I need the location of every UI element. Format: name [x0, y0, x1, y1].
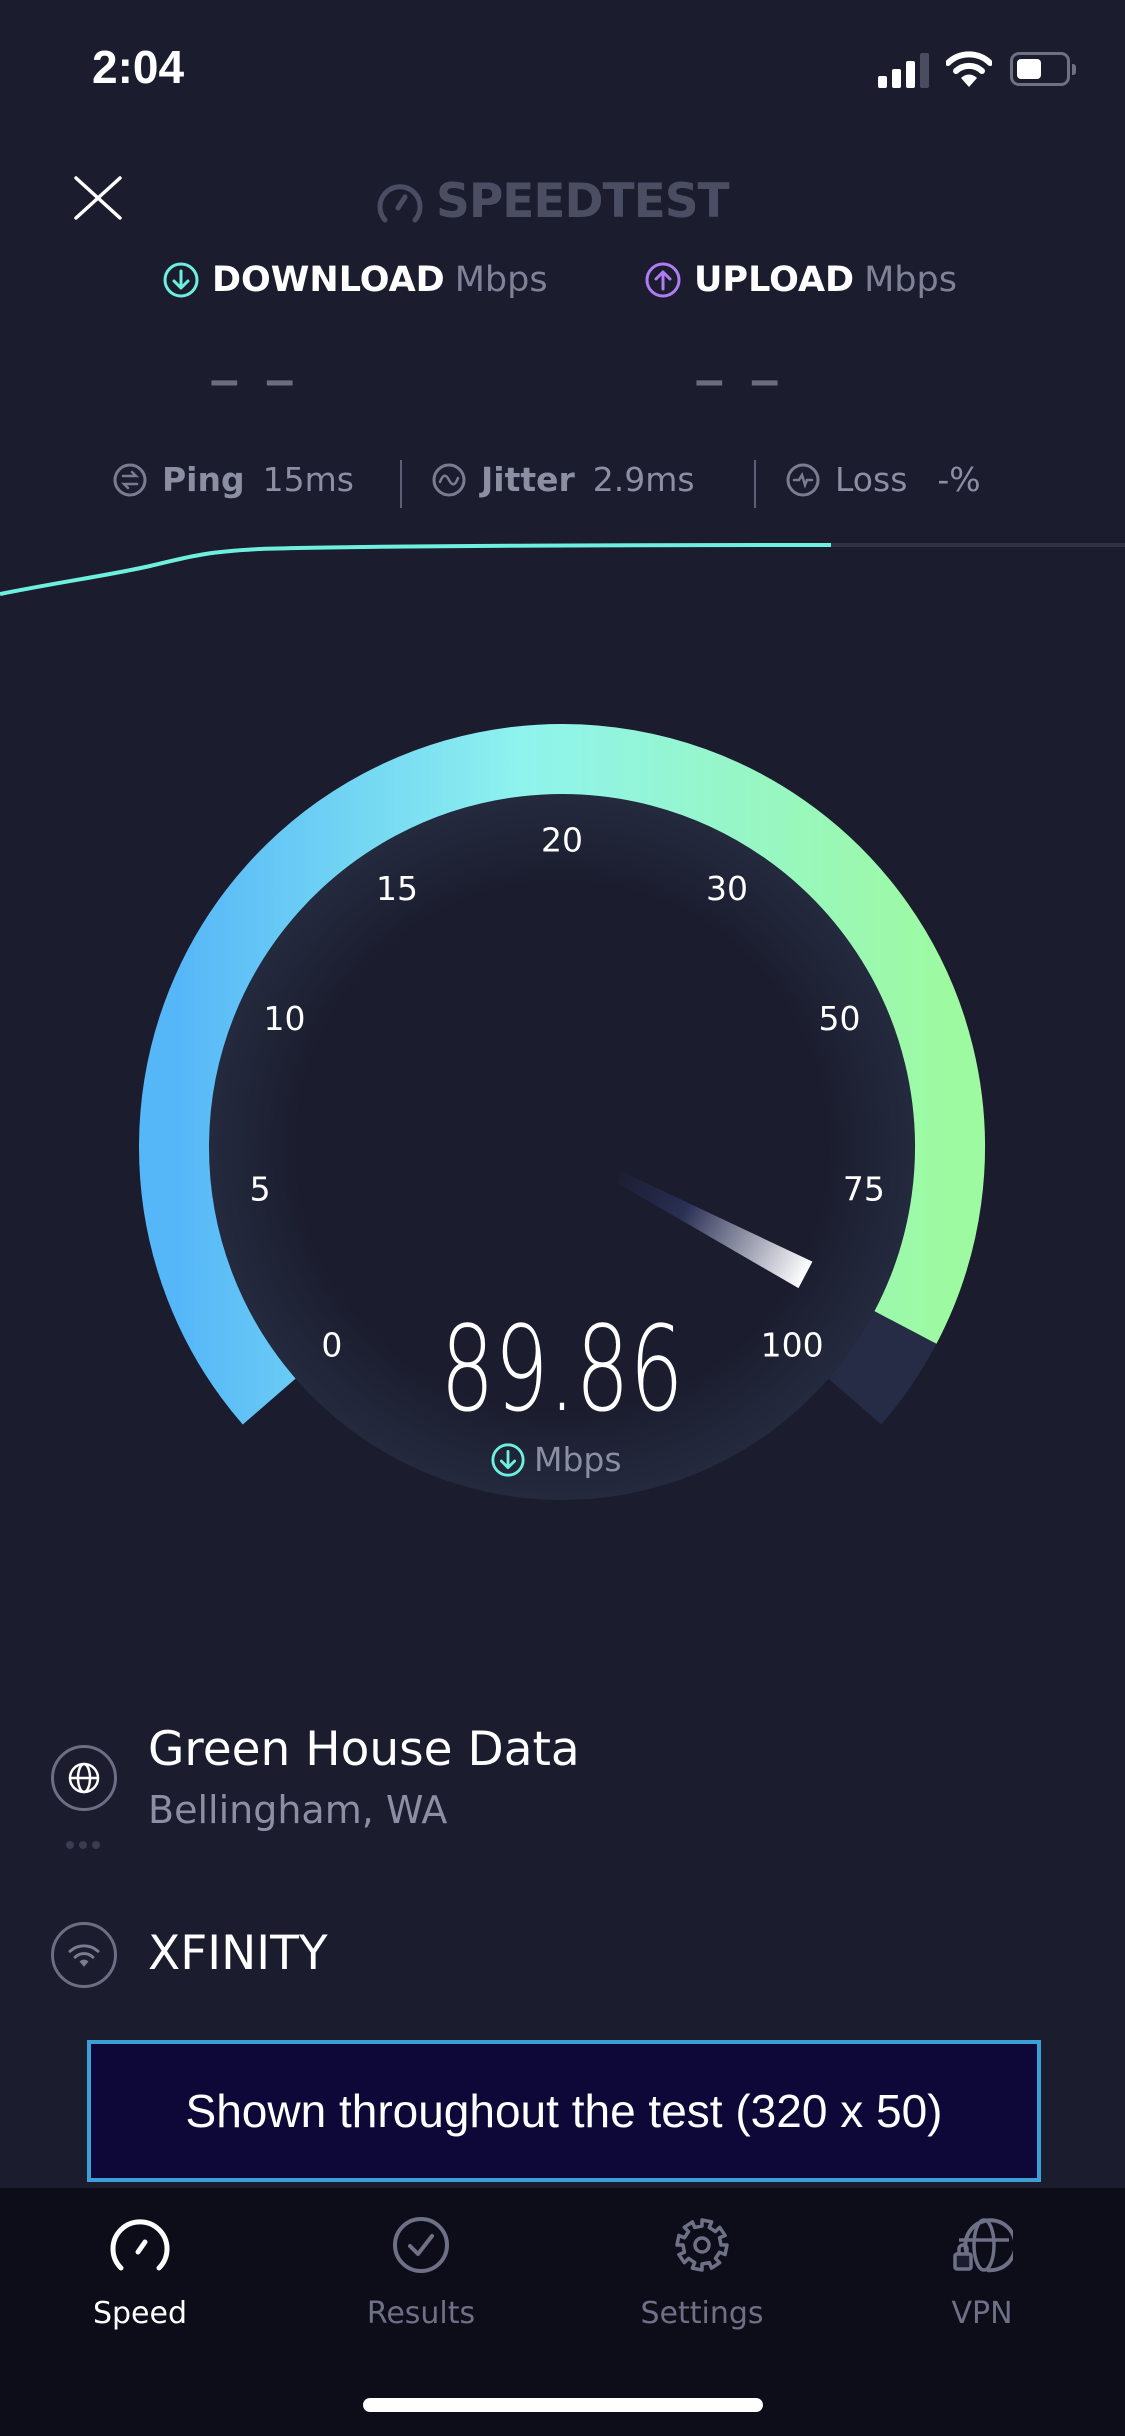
speed-unit-label: Mbps: [534, 1440, 622, 1479]
close-icon[interactable]: [74, 176, 122, 220]
gauge-tick-label: 50: [819, 999, 861, 1038]
jitter-metric: Jitter 2.9ms: [431, 460, 695, 499]
loss-icon: [786, 463, 820, 496]
download-label: DOWNLOAD: [212, 260, 445, 300]
metric-divider: [754, 460, 756, 508]
battery-icon: [1010, 52, 1076, 86]
upload-header: UPLOAD Mbps: [644, 260, 957, 300]
tab-speed[interactable]: Speed: [20, 2216, 260, 2331]
loss-label: Loss: [835, 460, 908, 499]
tab-label: Settings: [640, 2296, 764, 2331]
download-header: DOWNLOAD Mbps: [162, 260, 548, 300]
ad-banner[interactable]: Shown throughout the test (320 x 50): [87, 2040, 1041, 2182]
current-speed-value: 89.86: [440, 1300, 684, 1438]
home-indicator[interactable]: [363, 2398, 763, 2412]
wifi-icon: [68, 1944, 100, 1967]
speedometer-logo-icon: [377, 183, 423, 222]
gauge-inner-disc: [209, 794, 915, 1500]
jitter-icon: [432, 463, 466, 496]
globe-lock-icon: [953, 2218, 1013, 2273]
gauge-tick-label: 100: [761, 1326, 824, 1365]
server-location: Bellingham, WA: [148, 1788, 448, 1832]
upload-icon: [645, 262, 681, 298]
download-icon: [491, 1442, 525, 1477]
loss-metric: Loss -%: [785, 460, 981, 499]
gauge-tick-label: 15: [376, 869, 418, 908]
gauge-needle: [615, 1171, 813, 1289]
speed-trace-graph: [0, 543, 1125, 596]
ping-label: Ping: [162, 460, 245, 499]
trace-line: [0, 543, 832, 596]
more-dots-icon[interactable]: [66, 1841, 100, 1849]
ping-metric: Ping 15ms: [112, 460, 354, 499]
loss-value: -%: [937, 460, 981, 499]
gauge-tick-label: 75: [843, 1169, 885, 1208]
gauge-tick-label: 0: [321, 1326, 342, 1365]
gauge-tick-label: 20: [541, 821, 583, 860]
jitter-value: 2.9ms: [592, 460, 695, 499]
globe-icon: [68, 1762, 100, 1794]
gauge-tick-label: 10: [263, 999, 305, 1038]
metric-divider: [400, 460, 402, 508]
tab-label: Speed: [92, 2296, 188, 2331]
speed-gauge: 0 5 10 15 20 30 50 75 100: [139, 724, 985, 1500]
status-time: 2:04: [92, 41, 185, 93]
server-globe-icon[interactable]: [51, 1745, 117, 1811]
tab-label: Results: [366, 2296, 476, 2331]
upload-unit: Mbps: [864, 260, 957, 300]
tab-bar: Speed Results Settings VPN: [0, 2188, 1125, 2436]
logo-text: SPEEDTEST: [436, 174, 730, 229]
gauge-tick-label: 5: [250, 1169, 271, 1208]
provider-name: XFINITY: [148, 1926, 328, 1981]
ping-icon: [113, 463, 147, 496]
wifi-icon: [946, 51, 992, 87]
speedtest-logo: SPEEDTEST: [376, 174, 730, 229]
download-icon: [163, 262, 199, 298]
download-value: – –: [209, 351, 301, 409]
gauge-fill: [139, 724, 985, 1425]
server-name[interactable]: Green House Data: [148, 1722, 580, 1777]
ping-value: 15ms: [262, 460, 354, 499]
provider-wifi-icon: [51, 1922, 117, 1988]
current-speed: 89.86: [362, 1300, 762, 1438]
upload-label: UPLOAD: [694, 260, 855, 300]
speed-unit: Mbps: [490, 1440, 622, 1479]
gauge-tick-label: 30: [706, 869, 748, 908]
download-unit: Mbps: [454, 260, 548, 300]
speedometer-icon: [110, 2219, 170, 2271]
gear-icon: [675, 2218, 729, 2272]
tab-vpn[interactable]: VPN: [862, 2216, 1102, 2331]
cellular-signal-icon: [878, 53, 929, 88]
jitter-label: Jitter: [481, 460, 575, 499]
ad-text: Shown throughout the test (320 x 50): [185, 2085, 943, 2137]
tab-label: VPN: [951, 2296, 1013, 2331]
tab-settings[interactable]: Settings: [582, 2216, 822, 2331]
check-circle-icon: [393, 2217, 449, 2273]
upload-value: – –: [694, 351, 786, 409]
tab-results[interactable]: Results: [301, 2216, 541, 2331]
